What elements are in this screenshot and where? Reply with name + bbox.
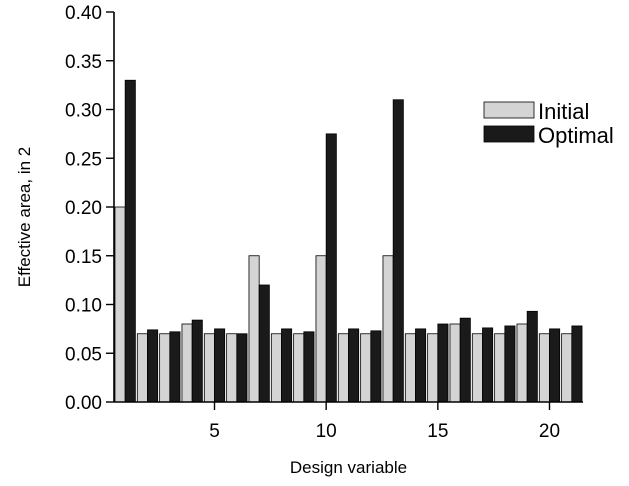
x-tick-label: 5: [209, 421, 220, 442]
y-tick-label: 0.15: [65, 247, 102, 268]
bars-group: [114, 79, 583, 403]
bar-initial-15: [427, 333, 439, 403]
bar-optimal-15: [437, 323, 449, 403]
y-tick-label: 0.05: [65, 344, 102, 365]
y-axis-label: Effective area, in 2: [15, 147, 34, 288]
bar-initial-10: [315, 255, 327, 403]
legend-swatch-optimal: [483, 125, 535, 143]
bar-optimal-14: [415, 328, 427, 403]
bar-optimal-21: [571, 325, 583, 403]
bar-initial-12: [360, 333, 372, 403]
bar-optimal-11: [348, 328, 360, 403]
bar-optimal-19: [526, 310, 538, 403]
bar-initial-19: [516, 323, 528, 403]
legend-label-optimal: Optimal: [538, 123, 614, 148]
bar-initial-3: [159, 333, 171, 403]
bar-optimal-5: [214, 328, 226, 403]
bar-optimal-9: [303, 331, 315, 403]
bar-optimal-16: [459, 317, 471, 403]
bar-optimal-4: [191, 319, 203, 403]
y-tick-label: 0.20: [65, 198, 102, 219]
bar-optimal-7: [258, 284, 270, 403]
y-tick-label: 0.00: [65, 393, 102, 414]
bar-optimal-10: [325, 133, 337, 403]
bar-optimal-8: [281, 328, 293, 403]
bar-initial-4: [181, 323, 193, 403]
bar-initial-5: [203, 333, 215, 403]
x-tick-label: 10: [316, 421, 337, 442]
legend-swatch-initial: [483, 101, 535, 119]
bar-initial-18: [494, 333, 506, 403]
bar-initial-9: [293, 333, 305, 403]
bar-initial-21: [561, 333, 573, 403]
bar-optimal-3: [169, 331, 181, 403]
y-tick-label: 0.35: [65, 52, 102, 73]
bar-optimal-17: [482, 327, 494, 403]
bar-initial-20: [538, 333, 550, 403]
bar-initial-17: [471, 333, 483, 403]
y-tick-label: 0.25: [65, 149, 102, 170]
y-tick-label: 0.40: [65, 3, 102, 24]
bar-initial-2: [136, 333, 148, 403]
bar-initial-11: [337, 333, 349, 403]
bar-optimal-13: [392, 99, 404, 403]
legend-label-initial: Initial: [538, 99, 589, 124]
bar-optimal-12: [370, 330, 382, 403]
bar-optimal-2: [147, 329, 159, 403]
bar-optimal-1: [124, 79, 136, 403]
x-tick-label: 15: [427, 421, 448, 442]
bar-initial-7: [248, 255, 260, 403]
x-tick-label: 20: [539, 421, 560, 442]
x-axis-label: Design variable: [290, 458, 407, 477]
bar-initial-1: [114, 206, 126, 403]
bar-optimal-20: [549, 328, 561, 403]
bar-initial-6: [226, 333, 238, 403]
bar-initial-14: [404, 333, 416, 403]
y-tick-label: 0.10: [65, 296, 102, 317]
axes-group: 0.00 0.05 0.10 0.15 0.20 0.25 0.30 0.35 0.40 5 10 1…: [65, 3, 583, 442]
bar-initial-16: [449, 323, 461, 403]
y-tick-label: 0.30: [65, 101, 102, 122]
bar-optimal-6: [236, 333, 248, 403]
bar-initial-8: [270, 333, 282, 403]
bar-optimal-18: [504, 325, 516, 403]
bar-initial-13: [382, 255, 394, 403]
